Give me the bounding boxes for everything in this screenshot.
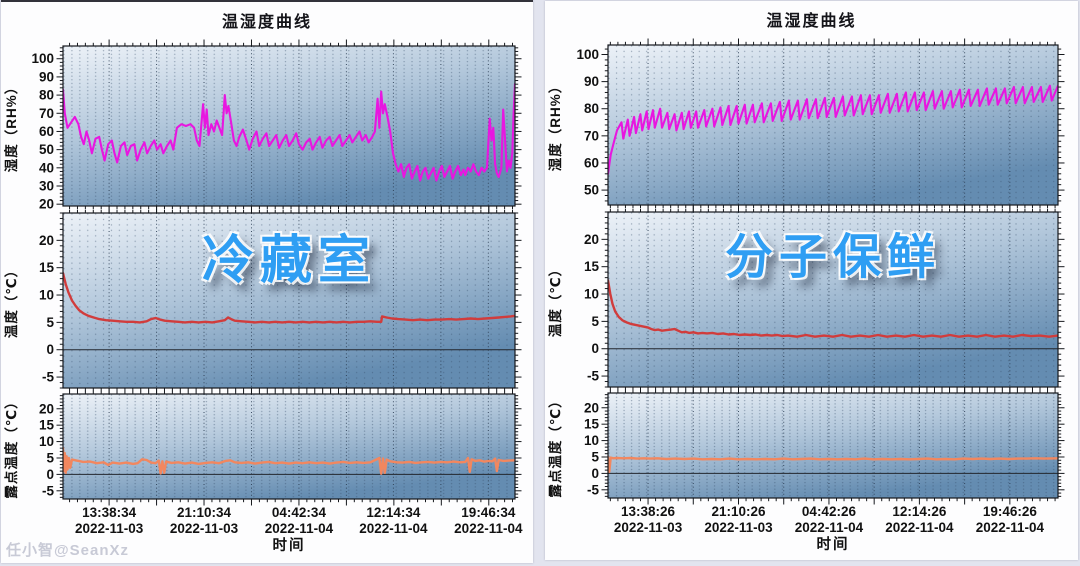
temperature-subplot: -5 0 5 10 15 20 温度（℃） (547, 205, 1065, 394)
svg-text:19:46:34: 19:46:34 (461, 505, 516, 520)
svg-text:5: 5 (591, 314, 599, 329)
svg-text:0: 0 (591, 341, 599, 356)
chart-panel-left: 20 30 40 50 60 70 80 90 100 湿度（RH%） -5 0 5 10 15 20 温度（℃… (1, 0, 533, 563)
svg-text:04:42:26: 04:42:26 (802, 504, 857, 519)
temperature-subplot: -5 0 5 10 15 20 温度（℃） (3, 206, 522, 395)
y-tick-labels: 50 60 70 80 90 100 (576, 47, 599, 198)
svg-text:19:46:26: 19:46:26 (983, 504, 1038, 519)
y-axis-label: 湿度（RH%） (3, 80, 19, 173)
y-axis-label: 湿度（RH%） (547, 79, 563, 172)
svg-text:10: 10 (584, 433, 599, 448)
svg-text:30: 30 (39, 179, 54, 194)
humidity-line (63, 83, 515, 182)
svg-text:20: 20 (39, 233, 54, 248)
svg-text:100: 100 (31, 51, 54, 66)
svg-text:70: 70 (39, 106, 54, 121)
svg-text:5: 5 (46, 315, 54, 330)
temperature-humidity-chart: 2030405060708090100湿度（RH%）-505101520温度（℃… (3, 39, 523, 554)
humidity-subplot: 20 30 40 50 60 70 80 90 100 湿度（RH%） (3, 39, 522, 213)
svg-text:20: 20 (39, 401, 54, 416)
svg-text:-5: -5 (42, 370, 54, 385)
svg-text:20: 20 (584, 232, 599, 247)
axis-ticks (601, 386, 1065, 505)
dew_point-line (608, 455, 1058, 473)
temperature-line (63, 272, 515, 324)
y-tick-labels: -5 0 5 10 15 20 (39, 233, 55, 385)
svg-text:0: 0 (46, 467, 54, 482)
svg-text:12:14:26: 12:14:26 (892, 504, 947, 519)
svg-text:0: 0 (591, 466, 599, 481)
chart-panel-right: 50 60 70 80 90 100 湿度（RH%） -5 0 5 10 15 20 温度（℃） -5 0 5 1… (545, 1, 1078, 560)
y-axis-label: 露点温度（℃） (3, 394, 19, 498)
svg-text:15: 15 (39, 418, 55, 433)
y-axis-label: 露点温度（℃） (547, 393, 563, 497)
svg-text:10: 10 (39, 288, 54, 303)
svg-text:90: 90 (584, 74, 599, 89)
svg-text:80: 80 (39, 88, 54, 103)
svg-text:-5: -5 (42, 483, 54, 498)
svg-text:10: 10 (584, 287, 599, 302)
panel-title: 温湿度曲线 (221, 14, 312, 31)
svg-text:15: 15 (39, 260, 55, 275)
axis-ticks (601, 205, 1065, 394)
svg-text:5: 5 (46, 450, 54, 465)
x-tick-labels: 13:38:342022-11-0321:10:342022-11-0304:4… (75, 505, 523, 554)
svg-text:2022-11-03: 2022-11-03 (614, 520, 683, 535)
temperature-humidity-chart: 5060708090100湿度（RH%）-505101520温度（℃）-5051… (547, 38, 1065, 553)
svg-text:2022-11-04: 2022-11-04 (359, 521, 428, 536)
svg-text:-5: -5 (587, 482, 599, 497)
svg-text:80: 80 (584, 101, 599, 116)
svg-text:100: 100 (576, 47, 599, 62)
humidity-line (608, 84, 1058, 175)
temperature-line (608, 279, 1058, 338)
svg-text:15: 15 (584, 259, 600, 274)
svg-text:60: 60 (39, 124, 54, 139)
svg-text:0: 0 (46, 342, 54, 357)
y-tick-labels: -5 0 5 10 15 20 (584, 232, 600, 384)
svg-text:12:14:34: 12:14:34 (366, 505, 421, 520)
y-axis-label: 温度（℃） (547, 262, 563, 337)
svg-text:50: 50 (39, 142, 54, 157)
x-axis-label: 时间 (273, 536, 306, 554)
signature-watermark: 任小智@SeanXz (6, 542, 129, 559)
svg-text:-5: -5 (587, 369, 599, 384)
svg-text:20: 20 (39, 197, 54, 212)
svg-text:21:10:34: 21:10:34 (177, 505, 232, 520)
svg-text:2022-11-04: 2022-11-04 (795, 520, 864, 535)
svg-text:2022-11-04: 2022-11-04 (885, 520, 954, 535)
y-tick-labels: 20 30 40 50 60 70 80 90 100 (31, 51, 54, 211)
svg-text:70: 70 (584, 128, 599, 143)
y-axis-label: 温度（℃） (3, 263, 19, 338)
svg-text:10: 10 (39, 434, 54, 449)
svg-text:21:10:26: 21:10:26 (711, 504, 766, 519)
svg-text:2022-11-04: 2022-11-04 (454, 521, 523, 536)
panel-title: 温湿度曲线 (766, 13, 857, 30)
axis-ticks (56, 387, 522, 506)
svg-text:90: 90 (39, 69, 54, 84)
svg-text:2022-11-03: 2022-11-03 (75, 521, 144, 536)
svg-text:15: 15 (584, 417, 600, 432)
svg-text:2022-11-03: 2022-11-03 (704, 520, 773, 535)
svg-text:2022-11-04: 2022-11-04 (265, 521, 334, 536)
humidity-subplot: 50 60 70 80 90 100 湿度（RH%） (547, 38, 1065, 212)
svg-text:50: 50 (584, 183, 599, 198)
svg-text:2022-11-04: 2022-11-04 (976, 520, 1045, 535)
svg-text:5: 5 (591, 449, 599, 464)
svg-text:2022-11-03: 2022-11-03 (170, 521, 239, 536)
svg-text:40: 40 (39, 160, 54, 175)
svg-text:04:42:34: 04:42:34 (272, 505, 327, 520)
svg-text:60: 60 (584, 155, 599, 170)
x-axis-label: 时间 (817, 535, 850, 553)
x-tick-labels: 13:38:262022-11-0321:10:262022-11-0304:4… (614, 504, 1045, 553)
dew_point-line (63, 446, 515, 475)
svg-text:20: 20 (584, 400, 599, 415)
svg-text:13:38:34: 13:38:34 (82, 505, 137, 520)
svg-text:13:38:26: 13:38:26 (621, 504, 676, 519)
